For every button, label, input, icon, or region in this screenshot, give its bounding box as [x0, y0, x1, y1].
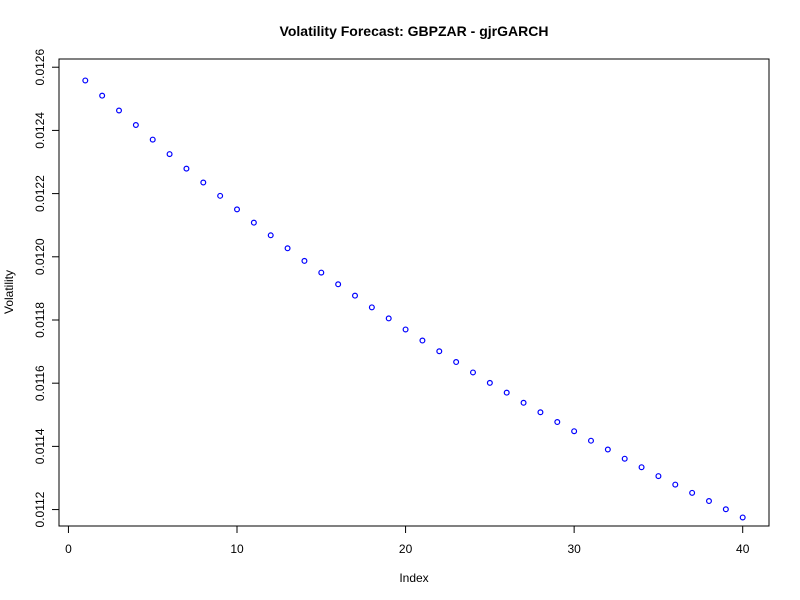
data-point	[520, 399, 527, 406]
data-point	[469, 369, 476, 376]
data-point	[116, 107, 123, 114]
y-axis: 0.0112 0.0114 0.0116 0.0118 0.0120 0.0122 0.01…	[33, 49, 60, 527]
data-point	[554, 419, 561, 426]
data-point	[132, 122, 139, 129]
y-tick-label: 0.0114	[33, 428, 47, 464]
data-point	[604, 446, 611, 453]
data-point	[200, 179, 207, 186]
data-point	[149, 136, 156, 143]
y-tick-label: 0.0116	[33, 365, 47, 401]
x-tick-label: 20	[399, 542, 413, 556]
data-point	[284, 245, 291, 252]
data-point	[250, 219, 257, 226]
data-point	[638, 464, 645, 471]
data-point	[234, 206, 241, 213]
data-point	[453, 359, 460, 366]
data-point	[419, 337, 426, 344]
data-point	[352, 292, 359, 299]
data-point	[99, 92, 106, 99]
data-point	[318, 269, 325, 276]
y-tick-label: 0.0122	[33, 175, 47, 212]
data-point	[587, 437, 594, 444]
x-tick-label: 30	[567, 542, 581, 556]
data-point	[486, 379, 493, 386]
x-tick-label: 0	[65, 542, 72, 556]
data-point	[722, 506, 729, 513]
data-point	[655, 473, 662, 480]
data-point	[739, 514, 746, 521]
data-point	[621, 455, 628, 462]
y-axis-label: Volatility	[2, 270, 16, 314]
data-point	[368, 304, 375, 311]
y-tick-label: 0.0124	[33, 112, 47, 149]
y-tick-label: 0.0118	[33, 302, 47, 338]
data-point	[436, 348, 443, 355]
x-axis-label: Index	[399, 571, 428, 585]
data-point	[82, 77, 89, 84]
data-point	[166, 151, 173, 158]
plot-frame	[58, 58, 770, 527]
data-point	[402, 326, 409, 333]
data-point	[183, 165, 190, 172]
data-point	[689, 489, 696, 496]
data-point	[571, 428, 578, 435]
chart-title: Volatility Forecast: GBPZAR - gjrGARCH	[280, 23, 549, 39]
data-point	[705, 498, 712, 505]
data-point	[503, 389, 510, 396]
y-tick-label: 0.0112	[33, 491, 47, 527]
data-point	[217, 192, 224, 199]
x-tick-label: 40	[736, 542, 750, 556]
y-tick-label: 0.0120	[33, 238, 47, 275]
data-point	[335, 281, 342, 288]
data-points	[82, 77, 746, 521]
x-tick-label: 10	[230, 542, 244, 556]
data-point	[385, 315, 392, 322]
data-point	[301, 257, 308, 264]
data-point	[537, 409, 544, 416]
x-axis: 0 10 20 30 40	[65, 525, 750, 556]
y-tick-label: 0.0126	[33, 49, 47, 86]
data-point	[672, 481, 679, 488]
data-point	[267, 232, 274, 239]
